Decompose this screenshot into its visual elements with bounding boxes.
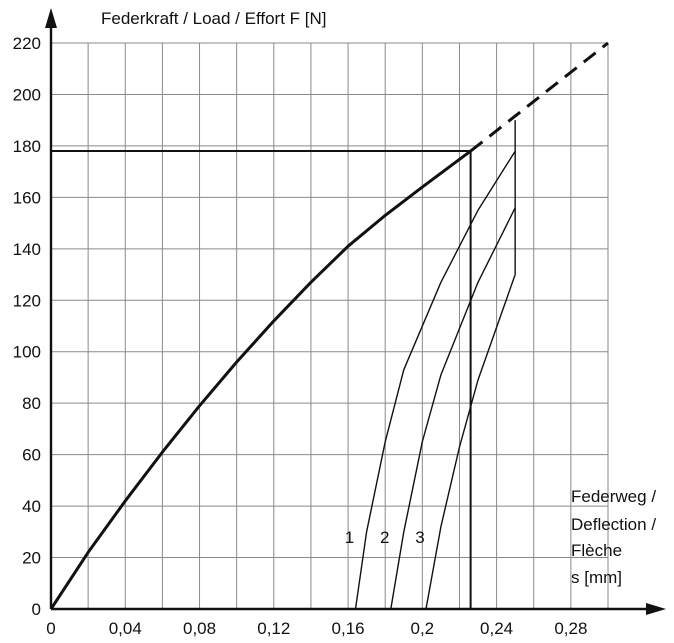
y-tick-label: 200 (13, 85, 41, 104)
series-2-line (390, 207, 516, 610)
y-tick-label: 100 (13, 343, 41, 362)
x-tick-label: 0,04 (109, 619, 142, 638)
series-1-label: 1 (345, 528, 354, 547)
curve-labels: 1 2 3 (345, 528, 425, 547)
series-3-line (425, 274, 516, 610)
y-tick-label: 60 (22, 446, 41, 465)
x-tick-label: 0 (46, 619, 55, 638)
y-tick-label: 80 (22, 394, 41, 413)
y-tick-label: 220 (13, 34, 41, 53)
y-tick-label: 180 (13, 137, 41, 156)
x-axis-arrow (646, 603, 666, 615)
y-tick-label: 40 (22, 497, 41, 516)
x-tick-label: 0,16 (332, 619, 365, 638)
main-load-curve (49, 149, 472, 610)
grid (51, 42, 609, 609)
tick-labels: 0 0,04 0,08 0,12 0,16 0,2 0,24 0,28 0 20 40 60 80 100… (13, 34, 588, 638)
x-axis-title-line-4: s [mm] (571, 568, 622, 587)
y-tick-label: 160 (13, 188, 41, 207)
x-axis-title-line-1: Federweg / (571, 487, 656, 506)
curves (49, 41, 609, 610)
x-axis-title-line-2: Deflection / (571, 515, 656, 534)
y-axis-arrow (45, 8, 57, 28)
y-tick-label: 20 (22, 549, 41, 568)
x-tick-label: 0,12 (257, 619, 290, 638)
series-2-label: 2 (380, 528, 389, 547)
series-1-line (354, 150, 516, 610)
x-tick-label: 0,28 (554, 619, 587, 638)
extrapolation-line (469, 41, 609, 153)
axes (45, 8, 666, 615)
series-3-label: 3 (415, 528, 424, 547)
y-tick-label: 140 (13, 240, 41, 259)
x-tick-label: 0,2 (411, 619, 435, 638)
x-axis-title: Federweg / Deflection / Flèche s [mm] (571, 487, 656, 587)
x-axis-title-line-3: Flèche (571, 541, 622, 560)
y-tick-label: 120 (13, 291, 41, 310)
x-tick-label: 0,08 (183, 619, 216, 638)
x-tick-label: 0,24 (480, 619, 513, 638)
y-tick-label: 0 (32, 600, 41, 619)
y-axis-title: Federkraft / Load / Effort F [N] (101, 9, 327, 28)
